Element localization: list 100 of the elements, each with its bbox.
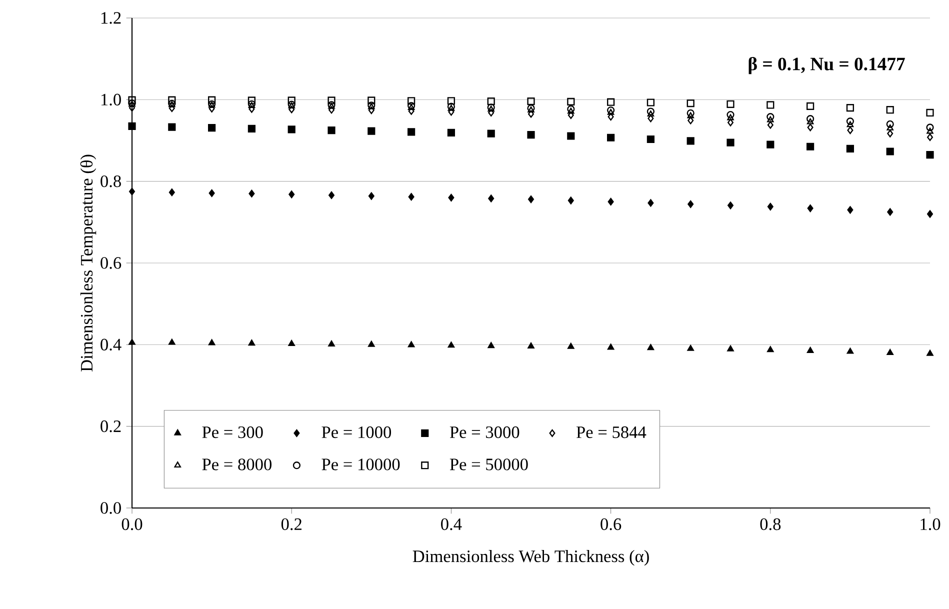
point	[368, 127, 376, 135]
point	[726, 100, 734, 108]
point	[846, 104, 854, 112]
point	[847, 206, 854, 214]
legend-label: Pe = 50000	[450, 458, 528, 470]
point	[728, 118, 734, 126]
point	[686, 100, 694, 108]
point	[128, 96, 136, 104]
point	[767, 346, 774, 352]
x-tick-label: 0.0	[122, 518, 142, 530]
point	[288, 106, 295, 114]
point	[208, 339, 216, 346]
point	[408, 128, 416, 136]
point	[328, 106, 335, 114]
point	[806, 102, 814, 110]
point	[248, 190, 255, 198]
point	[288, 126, 296, 134]
point	[806, 346, 814, 353]
point	[408, 193, 414, 201]
point	[168, 96, 176, 104]
point	[846, 144, 854, 152]
point	[726, 110, 734, 119]
point	[887, 130, 894, 138]
point	[607, 106, 615, 114]
point	[128, 122, 136, 130]
point	[488, 342, 494, 348]
point	[288, 190, 295, 198]
point	[607, 98, 615, 106]
point	[647, 110, 654, 117]
point	[328, 191, 335, 200]
point	[248, 124, 256, 132]
point	[168, 188, 175, 196]
point	[807, 204, 814, 212]
legend-label: Pe = 8000	[202, 458, 272, 470]
point	[527, 97, 535, 106]
point	[448, 342, 455, 348]
point	[806, 115, 814, 123]
point	[168, 104, 175, 112]
point	[129, 104, 136, 112]
point	[447, 97, 456, 105]
point	[807, 124, 814, 132]
point	[368, 96, 376, 104]
point	[886, 120, 894, 128]
point	[847, 126, 854, 134]
point	[927, 133, 934, 142]
point	[408, 341, 415, 348]
y-tick-label: 0.2	[100, 420, 121, 432]
annotation: β = 0.1, Nu = 0.1477	[748, 56, 905, 74]
y-tick-label: 1.0	[101, 94, 121, 106]
point	[447, 128, 456, 137]
point	[926, 124, 934, 132]
point	[208, 96, 216, 104]
x-tick-label: 0.2	[281, 518, 302, 530]
point	[328, 96, 336, 104]
point	[806, 142, 814, 150]
point	[688, 200, 694, 208]
point	[368, 192, 374, 200]
point	[408, 104, 415, 110]
point	[688, 116, 694, 124]
point	[887, 208, 894, 216]
point	[448, 194, 454, 202]
x-tick-label: 0.6	[600, 518, 622, 530]
point	[488, 194, 494, 202]
point	[488, 108, 494, 117]
point	[646, 108, 655, 116]
point	[766, 140, 774, 148]
y-tick-label: 0.0	[100, 502, 121, 514]
point	[728, 202, 734, 210]
point	[846, 117, 854, 126]
x-tick-label: 0.4	[441, 518, 462, 530]
point	[607, 344, 614, 350]
point	[687, 344, 694, 351]
legend-label: Pe = 3000	[450, 426, 520, 438]
point	[886, 124, 894, 130]
legend-label: Pe = 300	[202, 426, 263, 438]
y-tick-label: 0.6	[100, 257, 122, 269]
point	[726, 138, 734, 146]
point	[767, 121, 774, 129]
point	[886, 106, 894, 114]
y-tick-label: 1.2	[101, 12, 121, 24]
point	[926, 150, 934, 159]
point	[527, 130, 535, 139]
point	[648, 199, 654, 207]
point	[686, 137, 694, 145]
point	[128, 338, 136, 345]
point	[686, 109, 694, 117]
point	[368, 340, 375, 347]
point	[487, 130, 495, 138]
point	[647, 344, 654, 350]
point	[248, 96, 256, 104]
point	[248, 105, 255, 113]
point	[607, 108, 614, 115]
point	[567, 98, 575, 106]
point	[648, 114, 654, 122]
point	[208, 124, 216, 132]
point	[328, 126, 336, 134]
point	[208, 189, 215, 197]
point	[368, 106, 374, 114]
point	[926, 128, 934, 134]
legend-label: Pe = 1000	[322, 426, 392, 438]
